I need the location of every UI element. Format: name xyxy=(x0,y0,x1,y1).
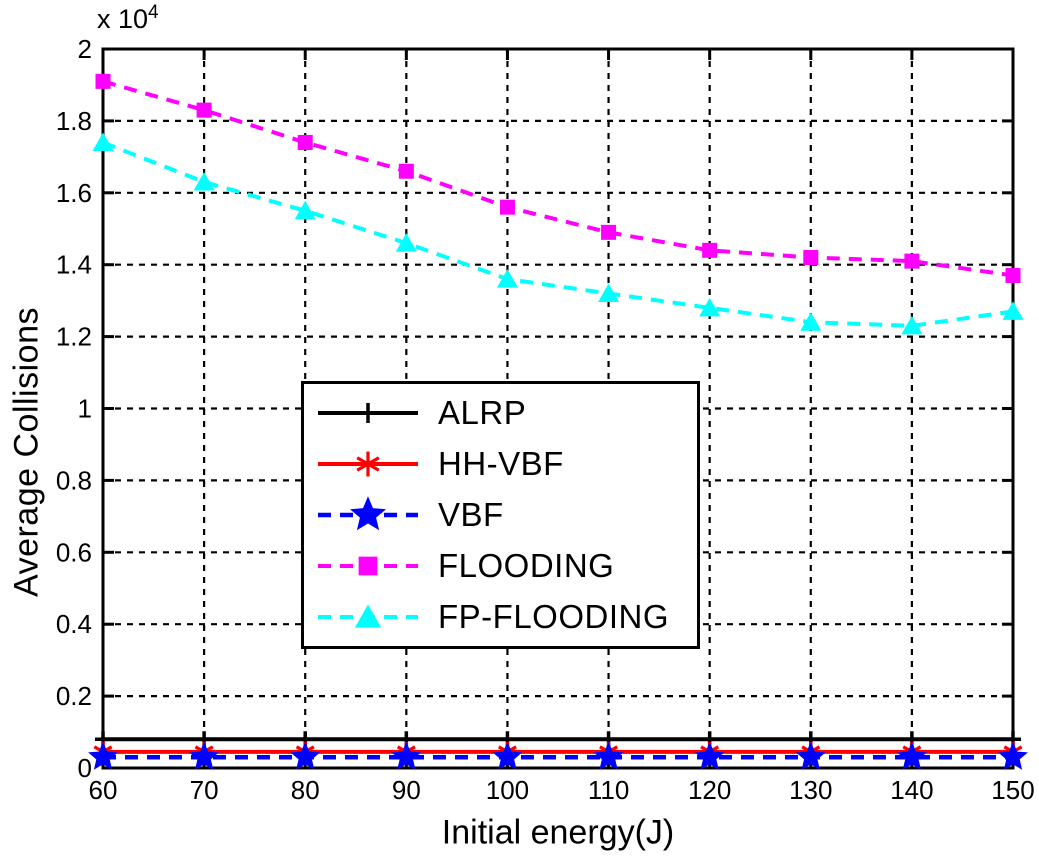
y-tick-label: 0.4 xyxy=(56,609,92,639)
x-tick-label: 100 xyxy=(486,775,529,805)
y-tick-label: 1.2 xyxy=(56,322,92,352)
grid-lines xyxy=(103,49,1013,768)
y-tick-label: 0.6 xyxy=(56,537,92,567)
series-VBF xyxy=(88,741,1028,770)
x-tick-label: 80 xyxy=(291,775,320,805)
x-tick-label: 70 xyxy=(190,775,219,805)
y-tick-label: 0.2 xyxy=(56,681,92,711)
legend-item-alrp: ALRP xyxy=(316,389,697,437)
y-tick-label: 0.8 xyxy=(56,465,92,495)
legend-item-flooding: FLOODING xyxy=(316,542,697,590)
x-tick-label: 110 xyxy=(588,775,629,805)
legend-label: ALRP xyxy=(438,394,527,432)
legend-label: FLOODING xyxy=(438,546,615,584)
legend: ALRP HH-VBF VBF FLOODING FP-FLOODING xyxy=(301,381,700,649)
legend-item-fp-flooding: FP-FLOODING xyxy=(316,593,697,641)
legend-item-vbf: VBF xyxy=(316,491,697,539)
y-tick-label: 1.6 xyxy=(56,178,92,208)
x-tick-label: 130 xyxy=(789,775,832,805)
legend-sample-square-marker-icon xyxy=(318,556,418,576)
legend-item-hh-vbf: HH-VBF xyxy=(316,440,697,488)
x-axis-title: Initial energy(J) xyxy=(441,813,675,852)
legend-label: VBF xyxy=(438,495,504,533)
y-tick-label: 1.8 xyxy=(56,106,92,136)
y-tick-label: 2 xyxy=(78,34,92,64)
y-tick-label: 1 xyxy=(78,394,92,424)
series-FLOODING xyxy=(95,73,1021,283)
legend-label: FP-FLOODING xyxy=(438,597,670,635)
legend-label: HH-VBF xyxy=(438,445,564,483)
series-ALRP xyxy=(95,731,1021,748)
x-tick-label: 60 xyxy=(89,775,118,805)
legend-sample-star-marker-icon xyxy=(318,496,418,531)
x-tick-label: 140 xyxy=(890,775,933,805)
legend-sample-plus-marker-icon xyxy=(318,403,418,424)
legend-sample-asterisk-marker-icon xyxy=(318,451,418,477)
plot-border xyxy=(101,47,1015,770)
y-tick-label: 1.4 xyxy=(56,250,92,280)
series-FP-FLOODING xyxy=(92,132,1024,335)
y-axis-multiplier-base: x 10 xyxy=(97,4,149,34)
x-tick-label: 150 xyxy=(991,775,1034,805)
x-tick-label: 120 xyxy=(688,775,731,805)
y-axis-multiplier: x 104 xyxy=(97,2,159,35)
tick-labels: 60 70 80 90 100 110 120 130 140 150 0 0.2 0.4 0.6 0.8 1… xyxy=(56,34,1035,805)
y-axis-multiplier-exponent: 4 xyxy=(148,2,159,23)
x-tick-label: 90 xyxy=(392,775,421,805)
y-axis-title: Average Collisions xyxy=(7,307,46,597)
legend-sample-triangle-marker-icon xyxy=(318,604,418,628)
y-tick-label: 0 xyxy=(78,753,92,783)
